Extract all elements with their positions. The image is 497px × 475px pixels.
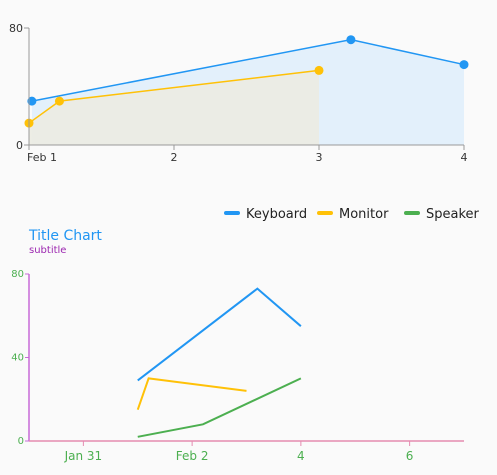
top-area-chart: 0 80 Feb 1 2 3 4 bbox=[9, 22, 469, 164]
x-tick-label: 4 bbox=[297, 449, 305, 463]
x-tick-label: 4 bbox=[461, 151, 468, 164]
legend-label-monitor: Monitor bbox=[339, 207, 389, 222]
chart-subtitle: subtitle bbox=[29, 245, 66, 256]
legend-label-speaker: Speaker bbox=[426, 207, 480, 222]
x-tick-label: 3 bbox=[316, 151, 323, 164]
x-tick-label: Jan 31 bbox=[64, 449, 103, 463]
legend: Keyboard Monitor Speaker bbox=[224, 207, 480, 222]
x-tick-label: Feb 1 bbox=[27, 151, 57, 164]
data-point-monitor-1 bbox=[54, 96, 64, 106]
y-tick-label: 0 bbox=[18, 436, 24, 447]
x-tick-label: Feb 2 bbox=[176, 449, 209, 463]
data-point-keyboard-0 bbox=[27, 96, 37, 106]
data-point-keyboard-2 bbox=[459, 60, 469, 70]
legend-label-keyboard: Keyboard bbox=[246, 207, 307, 222]
series-line-keyboard bbox=[137, 287, 302, 382]
series-line-monitor bbox=[136, 377, 247, 411]
y-tick-label: 0 bbox=[16, 139, 23, 152]
data-point-monitor-2 bbox=[314, 65, 324, 75]
y-tick-label: 80 bbox=[11, 269, 24, 280]
y-tick-label: 40 bbox=[11, 353, 24, 364]
x-tick-label: 2 bbox=[171, 151, 178, 164]
y-tick-label: 80 bbox=[9, 22, 23, 35]
area-fill-monitor bbox=[29, 70, 319, 145]
data-point-keyboard-1 bbox=[346, 35, 356, 45]
chart-title: Title Chart bbox=[28, 228, 102, 244]
x-tick-label: 6 bbox=[406, 449, 414, 463]
series-line-speaker bbox=[137, 377, 302, 438]
